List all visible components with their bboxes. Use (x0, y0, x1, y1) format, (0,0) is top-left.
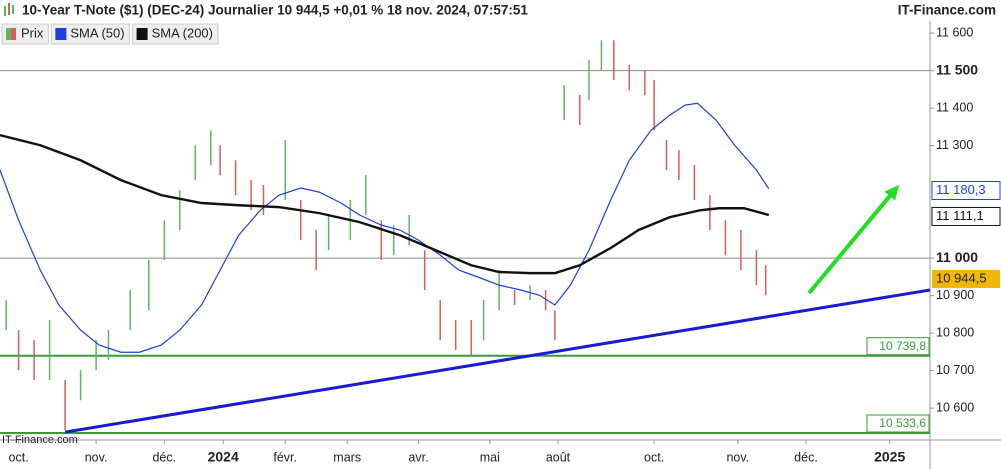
legend-label: SMA (50) (70, 25, 124, 40)
x-tick-label: oct. (9, 450, 29, 464)
x-tick-label: oct. (644, 450, 664, 464)
x-tick-label: avr. (408, 450, 428, 464)
overlay: 10-Year T-Note ($1) (DEC-24) Journalier … (0, 0, 1001, 446)
y-tick-label: 10 700 (936, 363, 974, 377)
legend-label: SMA (200) (152, 25, 213, 40)
arrow (807, 189, 896, 295)
source: IT-Finance.com (898, 3, 996, 18)
y-tick-label: 11 600 (936, 25, 973, 39)
y-tick-label: 10 600 (936, 400, 974, 414)
support-label-box (866, 414, 930, 433)
sma-value-box (931, 181, 1001, 201)
legend-swatch (136, 28, 148, 40)
x-tick-label: mai (480, 450, 500, 464)
header-icon (4, 6, 6, 16)
legend-label: Prix (21, 25, 44, 40)
legend-item: SMA (50) (50, 23, 131, 45)
header-icon (12, 5, 14, 14)
last-price-label: 10 944,5 (936, 270, 987, 285)
legend-item: Prix (1, 23, 49, 45)
legend-swatch (11, 28, 16, 40)
legend-item: SMA (200) (132, 23, 219, 45)
arrow-head (884, 185, 899, 201)
y-tick-label: 11 400 (936, 100, 973, 114)
chart-title: 10-Year T-Note ($1) (DEC-24) Journalier … (22, 3, 528, 18)
support-label: 10 739,8 (879, 339, 926, 353)
sma-line (0, 133, 770, 275)
x-tick-label: 2024 (208, 449, 239, 465)
last-price-box (932, 269, 1000, 288)
x-tick-label: déc. (152, 450, 176, 464)
x-tick-label: août (546, 450, 571, 464)
header-icon (8, 3, 10, 15)
sma-value-label: 11 111,1 (936, 208, 984, 223)
x-tick-label: déc. (794, 450, 818, 464)
legend-swatch (55, 28, 67, 40)
legend-box (50, 23, 131, 45)
x-tick-label: mars (333, 450, 361, 464)
sma-value-box (931, 206, 1001, 226)
sma-line (0, 102, 770, 353)
watermark: IT-Finance.com (2, 434, 78, 446)
y-tick-label: 11 500 (936, 61, 978, 77)
x-tick-label: 2025 (874, 449, 905, 465)
trendline (64, 288, 931, 434)
y-tick-label: 10 900 (936, 288, 974, 302)
sma-value-label: 11 180,3 (936, 182, 986, 197)
support-label: 10 533,6 (879, 416, 926, 430)
x-tick-label: nov. (726, 450, 749, 464)
x-tick-label: nov. (85, 450, 108, 464)
legend-swatch (6, 28, 11, 40)
header-bar (0, 0, 1001, 21)
y-tick-label: 10 800 (936, 325, 974, 339)
y-tick-label: 11 300 (936, 138, 973, 152)
x-tick-label: févr. (273, 450, 297, 464)
y-tick-label: 11 000 (936, 249, 978, 265)
legend-box (132, 23, 219, 45)
support-label-box (866, 337, 930, 356)
